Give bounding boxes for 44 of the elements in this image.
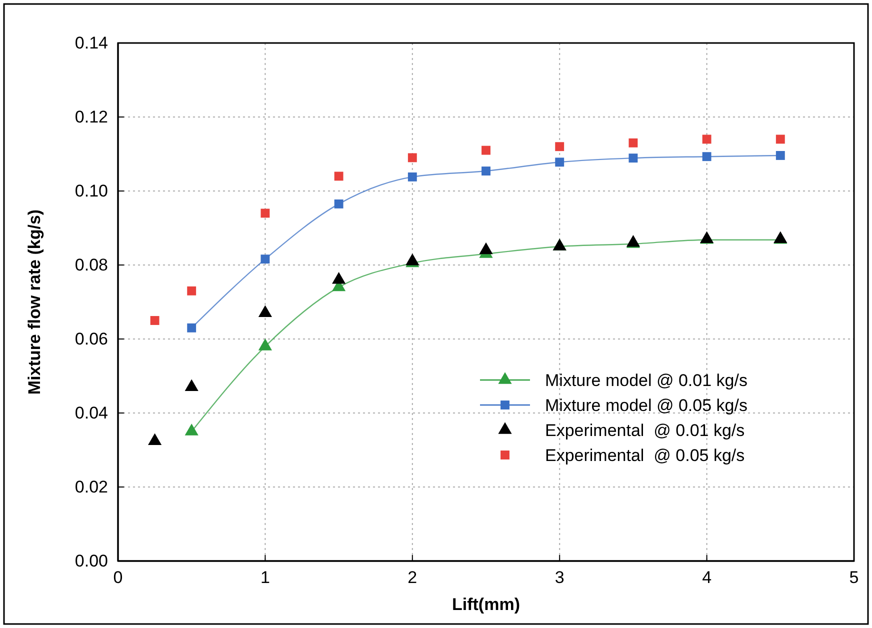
point <box>702 134 712 144</box>
point <box>479 242 493 254</box>
y-axis-title: Mixture flow rate (kg/s) <box>25 209 44 395</box>
point <box>148 433 162 446</box>
point <box>260 254 270 264</box>
point <box>258 338 272 350</box>
point <box>482 166 490 176</box>
x-tick-label: 2 <box>408 568 418 588</box>
point <box>260 208 270 218</box>
x-tick-label: 3 <box>554 568 564 588</box>
point <box>187 286 196 296</box>
point <box>184 379 198 392</box>
x-tick-label: 4 <box>702 568 712 588</box>
y-tick-label: 0.08 <box>74 255 108 274</box>
legend-label: Mixture model @ 0.05 kg/s <box>545 396 748 415</box>
point <box>334 172 344 181</box>
y-tick-label: 0.10 <box>74 181 108 200</box>
y-tick-label: 0.06 <box>74 329 108 348</box>
y-tick-label: 0.12 <box>74 107 108 126</box>
x-axis-title: Lift(mm) <box>452 595 520 614</box>
point <box>408 153 417 162</box>
point <box>628 138 638 148</box>
legend-label: Mixture model @ 0.01 kg/s <box>545 371 748 390</box>
point <box>332 272 346 284</box>
point <box>776 134 785 144</box>
y-tick-label: 0.14 <box>74 33 108 52</box>
point <box>776 151 785 160</box>
point <box>628 154 638 163</box>
x-tick-label: 0 <box>113 568 123 588</box>
point <box>184 424 198 436</box>
y-tick-label: 0.02 <box>74 477 108 496</box>
legend-label: Experimental @ 0.01 kg/s <box>545 421 745 440</box>
point <box>702 152 712 162</box>
point <box>555 142 564 152</box>
point <box>482 146 490 155</box>
point <box>258 305 272 318</box>
x-tick-label: 1 <box>260 568 270 588</box>
y-tick-label: 0.00 <box>74 551 108 570</box>
x-tick-label: 5 <box>849 568 859 588</box>
point <box>408 172 417 182</box>
legend-label: Experimental @ 0.05 kg/s <box>545 446 745 465</box>
point <box>334 199 344 208</box>
point <box>555 158 564 167</box>
y-tick-label: 0.04 <box>74 403 108 422</box>
